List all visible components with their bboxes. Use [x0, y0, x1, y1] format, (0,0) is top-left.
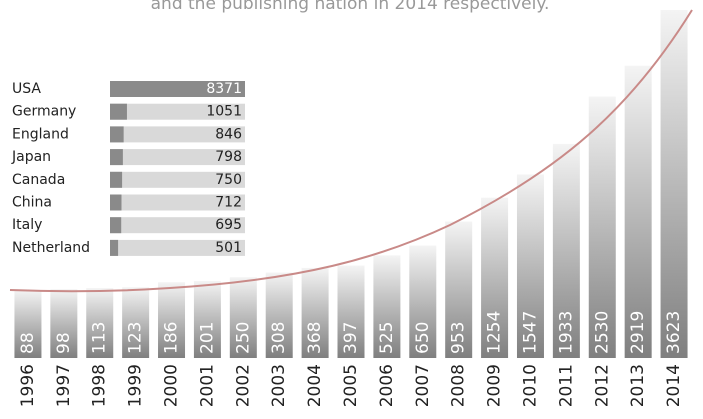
x-tick-label: 2007 [413, 364, 433, 407]
value-label: 113 [90, 322, 110, 354]
trend-line [9, 9, 693, 293]
bar-track [110, 217, 245, 234]
bar [337, 265, 365, 358]
chart-title: and the publishing nation in 2014 respec… [151, 0, 550, 14]
value-label: 712 [215, 195, 242, 211]
bar-track [110, 194, 245, 211]
value-label: 1051 [206, 104, 242, 120]
bar [110, 171, 123, 188]
value-label: 201 [197, 322, 217, 354]
bar [660, 10, 688, 358]
category-label: Italy [12, 217, 42, 233]
value-label: 3623 [664, 311, 684, 354]
bar [265, 272, 293, 358]
bar [122, 287, 150, 358]
value-label: 525 [377, 322, 397, 354]
bar [14, 290, 42, 358]
bar [110, 103, 127, 120]
bar [110, 217, 122, 234]
value-label: 123 [126, 322, 146, 354]
value-label: 501 [215, 240, 242, 256]
value-label: 750 [215, 172, 242, 188]
value-label: 650 [413, 322, 433, 354]
bar [110, 126, 124, 143]
bar [516, 174, 544, 358]
value-label: 695 [215, 217, 242, 233]
value-label: 88 [18, 332, 38, 354]
bar [373, 255, 401, 358]
bar [481, 197, 509, 358]
value-label: 846 [215, 126, 242, 142]
value-label: 1547 [520, 311, 540, 354]
x-tick-label: 2014 [664, 364, 684, 407]
value-label: 397 [341, 322, 361, 354]
x-tick-label: 2005 [341, 364, 361, 407]
value-label: 1254 [485, 311, 505, 354]
value-label: 98 [54, 332, 74, 354]
inset-layer: USA 8371 Germany 1051 England 846 Japan 798 Cana… [11, 81, 245, 256]
bar-track [110, 126, 245, 143]
x-tick-label: 2011 [556, 364, 576, 407]
x-tick-label: 2009 [485, 364, 505, 407]
bar [229, 277, 257, 358]
x-tick-label: 2004 [305, 364, 325, 407]
value-label: 308 [269, 322, 289, 354]
bar [552, 143, 580, 358]
x-tick-label: 2008 [449, 364, 469, 407]
bar [110, 239, 119, 256]
bar-track [110, 103, 245, 120]
category-label: Germany [12, 104, 76, 120]
x-tick-label: 1997 [54, 364, 74, 407]
bar [301, 267, 329, 358]
bar-track [110, 149, 245, 166]
bar [110, 149, 123, 166]
bar [588, 96, 616, 359]
value-label: 953 [449, 322, 469, 354]
value-label: 2530 [592, 311, 612, 354]
x-tick-label: 2001 [197, 364, 217, 407]
bar [193, 281, 221, 358]
bar-track [110, 239, 245, 256]
bar [50, 289, 78, 358]
x-tick-label: 1996 [18, 364, 38, 407]
category-label: China [12, 195, 52, 211]
bar-layer: 88 1996 98 1997 113 1998 123 1999 186 2000 201 2001… [14, 10, 688, 407]
value-label: 1933 [556, 311, 576, 354]
x-tick-label: 2012 [592, 364, 612, 407]
bar-track [110, 171, 245, 188]
bar [86, 288, 114, 358]
bar [158, 282, 186, 358]
x-tick-label: 1999 [126, 364, 146, 407]
category-label: England [12, 126, 69, 142]
category-label: USA [12, 81, 41, 97]
x-tick-label: 2003 [269, 364, 289, 407]
value-label: 368 [305, 322, 325, 354]
bar [445, 221, 473, 358]
bar [110, 81, 245, 97]
category-label: Canada [12, 172, 65, 188]
bar [110, 194, 122, 211]
x-tick-label: 2006 [377, 364, 397, 407]
category-label: Netherland [12, 240, 90, 256]
bar [409, 245, 437, 358]
value-label: 798 [215, 149, 242, 165]
x-tick-label: 2000 [162, 364, 182, 407]
bar [624, 65, 652, 358]
value-label: 250 [233, 322, 253, 354]
value-label: 2919 [628, 311, 648, 354]
x-tick-label: 1998 [90, 364, 110, 407]
value-label: 8371 [206, 81, 242, 97]
x-tick-label: 2010 [520, 364, 540, 407]
x-tick-label: 2013 [628, 364, 648, 407]
category-label: Japan [11, 149, 51, 165]
x-tick-label: 2002 [233, 364, 253, 407]
value-label: 186 [162, 322, 182, 354]
